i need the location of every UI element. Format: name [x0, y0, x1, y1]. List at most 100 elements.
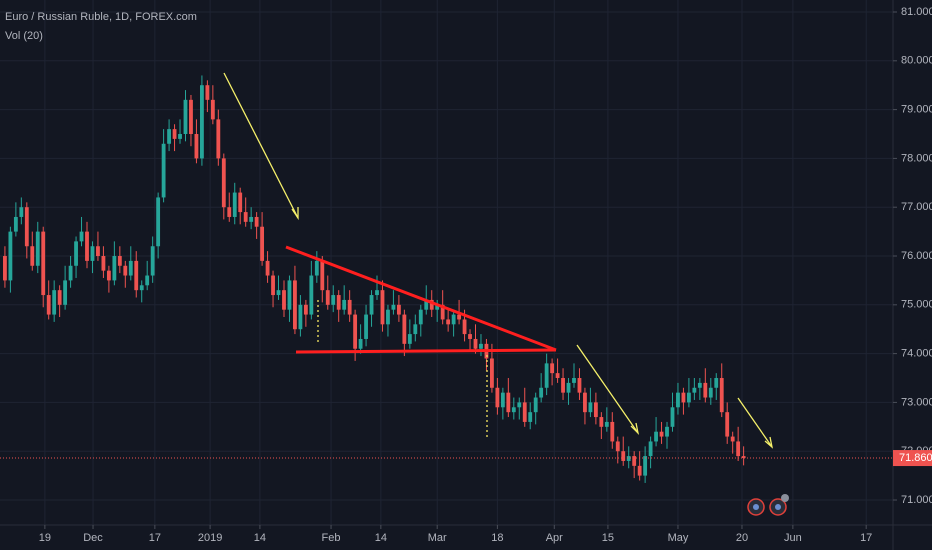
candle-body — [254, 216, 259, 227]
candle-body — [134, 260, 139, 291]
candle-body — [271, 275, 275, 296]
candles — [3, 75, 746, 483]
candle-body — [101, 256, 106, 271]
y-tick-label: 80.000 — [901, 55, 932, 67]
candle-body — [57, 290, 62, 305]
candle-body — [621, 451, 626, 461]
candle-body — [210, 99, 215, 120]
drawings — [223, 72, 789, 516]
candle-body — [189, 99, 193, 135]
candle-body — [79, 231, 84, 242]
candle-body — [468, 334, 472, 339]
candle-body — [741, 456, 746, 459]
y-tick-label: 79.000 — [901, 104, 932, 116]
candle-body — [194, 134, 199, 159]
candle-body — [500, 392, 505, 408]
candle-body — [681, 392, 686, 403]
candle-body — [369, 295, 374, 315]
candle-body — [243, 212, 248, 222]
arrow — [223, 72, 299, 219]
x-tick-label: 17 — [860, 532, 872, 544]
candle-body — [446, 319, 451, 325]
candle-body — [112, 256, 117, 281]
candle-body — [178, 134, 182, 139]
x-tick-label: 18 — [491, 532, 503, 544]
candle-body — [555, 373, 560, 379]
candle-body — [714, 378, 719, 388]
x-tick-label: Mar — [428, 532, 447, 544]
chart-title: Euro / Russian Ruble, 1D, FOREX.com — [5, 11, 197, 23]
candle-body — [424, 299, 429, 310]
candle-body — [517, 402, 522, 408]
candle-body — [13, 216, 18, 232]
y-tick-label: 71.000 — [901, 494, 932, 506]
candle-body — [325, 290, 330, 305]
candle-body — [725, 412, 730, 437]
candle-body — [610, 421, 615, 442]
candle-body — [495, 387, 500, 408]
candle-body — [539, 387, 544, 398]
candle-body — [386, 309, 390, 325]
x-tick-label: May — [668, 532, 689, 544]
candle-body — [380, 290, 385, 325]
support-line — [295, 348, 557, 354]
candle-body — [150, 246, 155, 276]
candle-body — [221, 158, 226, 208]
candle-body — [249, 216, 254, 222]
candle-body — [293, 280, 297, 330]
y-tick-label: 76.000 — [901, 250, 932, 262]
candle-body — [626, 456, 631, 461]
candle-body — [654, 431, 658, 442]
candle-body — [615, 441, 620, 452]
candle-body — [145, 275, 150, 286]
candle-body — [167, 129, 171, 144]
candle-body — [583, 392, 587, 413]
candle-body — [68, 265, 73, 281]
candle-body — [227, 207, 232, 217]
y-tick-label: 78.000 — [901, 152, 932, 164]
candle-body — [90, 246, 95, 261]
candle-body — [216, 119, 221, 159]
candle-body — [320, 260, 325, 291]
candle-body — [139, 285, 144, 291]
candle-body — [588, 402, 593, 413]
candle-body — [260, 226, 265, 261]
candle-body — [533, 397, 538, 413]
candle-body — [156, 197, 161, 247]
candle-body — [396, 304, 401, 315]
arrow-head — [291, 207, 299, 221]
event-icon-dot — [775, 504, 781, 510]
candle-body — [632, 456, 637, 466]
last-price-box — [893, 450, 932, 467]
candle-body — [670, 407, 675, 427]
candle-body — [473, 338, 478, 349]
x-tick-label: 14 — [375, 532, 387, 544]
x-tick-label: 15 — [602, 532, 614, 544]
candle-body — [46, 295, 51, 315]
arrow-head — [630, 422, 640, 435]
candle-body — [429, 299, 434, 310]
candle-body — [183, 99, 188, 135]
candle-body — [358, 338, 363, 349]
candle-body — [30, 246, 35, 266]
x-tick-label: Dec — [83, 532, 103, 544]
candle-body — [479, 343, 483, 349]
y-tick-label: 77.000 — [901, 201, 932, 213]
candle-body — [364, 314, 368, 339]
candle-body — [24, 207, 29, 247]
candle-body — [407, 334, 412, 344]
candle-body — [8, 231, 13, 281]
candle-body — [63, 280, 68, 305]
candle-body — [659, 431, 664, 437]
candle-body — [561, 378, 565, 393]
candle-body — [117, 256, 122, 266]
x-tick-label: 2019 — [198, 532, 222, 544]
candle-body — [41, 231, 46, 296]
candle-body — [353, 314, 358, 349]
candle-body — [686, 392, 691, 403]
candle-body — [544, 363, 549, 388]
candle-body — [265, 260, 270, 276]
candle-body — [522, 402, 527, 422]
candle-body — [506, 392, 511, 413]
